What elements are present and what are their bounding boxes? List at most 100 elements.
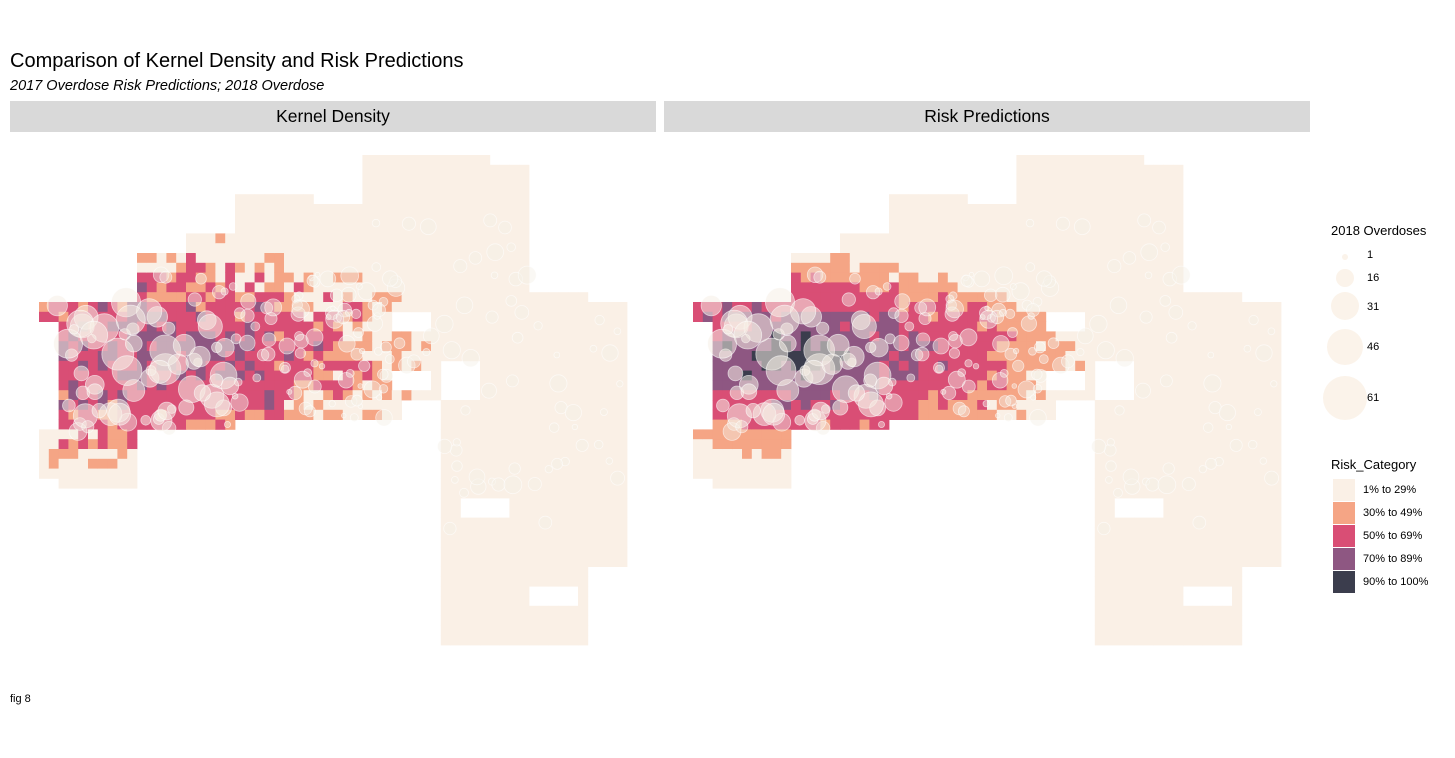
risk-cell bbox=[1143, 527, 1154, 538]
overdose-point bbox=[287, 385, 303, 401]
risk-cell bbox=[499, 253, 510, 264]
risk-cell bbox=[1124, 282, 1135, 293]
risk-cell bbox=[928, 292, 939, 303]
risk-cell bbox=[548, 439, 559, 450]
risk-cell bbox=[97, 449, 108, 460]
risk-cell bbox=[313, 292, 324, 303]
risk-cell bbox=[411, 360, 422, 371]
risk-cell bbox=[235, 262, 246, 273]
risk-cell bbox=[840, 253, 851, 264]
risk-cell bbox=[499, 311, 510, 322]
risk-cell bbox=[987, 311, 998, 322]
risk-cell bbox=[480, 360, 491, 371]
risk-cell bbox=[1222, 449, 1233, 460]
risk-cell bbox=[607, 537, 618, 548]
risk-cell bbox=[947, 390, 958, 401]
risk-cell bbox=[450, 253, 461, 264]
risk-cell bbox=[401, 253, 412, 264]
risk-cell bbox=[879, 272, 890, 283]
risk-cell bbox=[607, 449, 618, 460]
risk-cell bbox=[156, 292, 167, 303]
risk-cell bbox=[333, 370, 344, 381]
risk-cell bbox=[1124, 213, 1135, 224]
risk-cell bbox=[957, 292, 968, 303]
risk-cell bbox=[996, 223, 1007, 234]
risk-cell bbox=[578, 498, 589, 509]
risk-cell bbox=[1153, 635, 1164, 646]
risk-cell bbox=[1212, 458, 1223, 469]
risk-cell bbox=[519, 243, 530, 254]
risk-cell bbox=[1241, 331, 1252, 342]
risk-cell bbox=[607, 547, 618, 558]
risk-cell bbox=[264, 204, 275, 215]
overdose-point bbox=[549, 422, 560, 433]
risk-cell bbox=[352, 341, 363, 352]
risk-cell bbox=[568, 615, 579, 626]
risk-cell bbox=[352, 302, 363, 313]
risk-cell bbox=[460, 537, 471, 548]
risk-cell bbox=[235, 292, 246, 303]
risk-cell bbox=[898, 292, 909, 303]
risk-cell bbox=[362, 282, 373, 293]
risk-cell bbox=[548, 615, 559, 626]
risk-cell bbox=[39, 429, 50, 440]
risk-cell bbox=[1124, 302, 1135, 313]
risk-cell bbox=[781, 419, 792, 430]
risk-cell bbox=[235, 302, 246, 313]
risk-cell bbox=[1055, 155, 1066, 166]
risk-cell bbox=[401, 233, 412, 244]
risk-cell bbox=[293, 400, 304, 411]
risk-cell bbox=[578, 360, 589, 371]
risk-cell bbox=[1192, 576, 1203, 587]
risk-cell bbox=[908, 360, 919, 371]
risk-cell bbox=[918, 311, 929, 322]
overdose-point bbox=[338, 335, 356, 353]
overdose-point bbox=[293, 370, 312, 389]
risk-cell bbox=[1222, 341, 1233, 352]
risk-cell bbox=[1183, 468, 1194, 479]
risk-cell bbox=[722, 429, 733, 440]
risk-cell bbox=[1153, 262, 1164, 273]
risk-cell bbox=[1045, 360, 1056, 371]
risk-cell bbox=[450, 537, 461, 548]
risk-cell bbox=[918, 409, 929, 420]
risk-cell bbox=[342, 390, 353, 401]
risk-cell bbox=[947, 262, 958, 273]
risk-cell bbox=[1212, 429, 1223, 440]
risk-cell bbox=[58, 458, 69, 469]
risk-cell bbox=[1104, 488, 1115, 499]
risk-cell bbox=[78, 341, 89, 352]
risk-cell bbox=[529, 390, 540, 401]
risk-cell bbox=[480, 380, 491, 391]
risk-cell bbox=[372, 409, 383, 420]
risk-cell bbox=[889, 204, 900, 215]
risk-cell bbox=[1104, 527, 1115, 538]
risk-cell bbox=[751, 419, 762, 430]
risk-cell bbox=[489, 331, 500, 342]
risk-cell bbox=[421, 204, 432, 215]
risk-cell bbox=[284, 204, 295, 215]
risk-cell bbox=[1222, 311, 1233, 322]
risk-cell bbox=[928, 311, 939, 322]
risk-cell bbox=[431, 213, 442, 224]
risk-cell bbox=[1163, 635, 1174, 646]
risk-cell bbox=[460, 400, 471, 411]
risk-cell bbox=[450, 596, 461, 607]
overdose-point bbox=[1139, 310, 1153, 324]
risk-cell bbox=[751, 458, 762, 469]
overdose-point bbox=[1205, 457, 1217, 470]
risk-cell bbox=[1045, 223, 1056, 234]
risk-cell bbox=[450, 243, 461, 254]
risk-cell bbox=[1232, 370, 1243, 381]
risk-cell bbox=[830, 292, 841, 303]
risk-cell bbox=[372, 243, 383, 254]
risk-cell bbox=[166, 390, 177, 401]
risk-cell bbox=[391, 164, 402, 175]
risk-cell bbox=[1261, 458, 1272, 469]
risk-cell bbox=[791, 400, 802, 411]
risk-cell bbox=[117, 478, 128, 489]
risk-cell bbox=[597, 478, 608, 489]
risk-cell bbox=[1212, 547, 1223, 558]
risk-cell bbox=[889, 262, 900, 273]
risk-cell bbox=[1241, 419, 1252, 430]
